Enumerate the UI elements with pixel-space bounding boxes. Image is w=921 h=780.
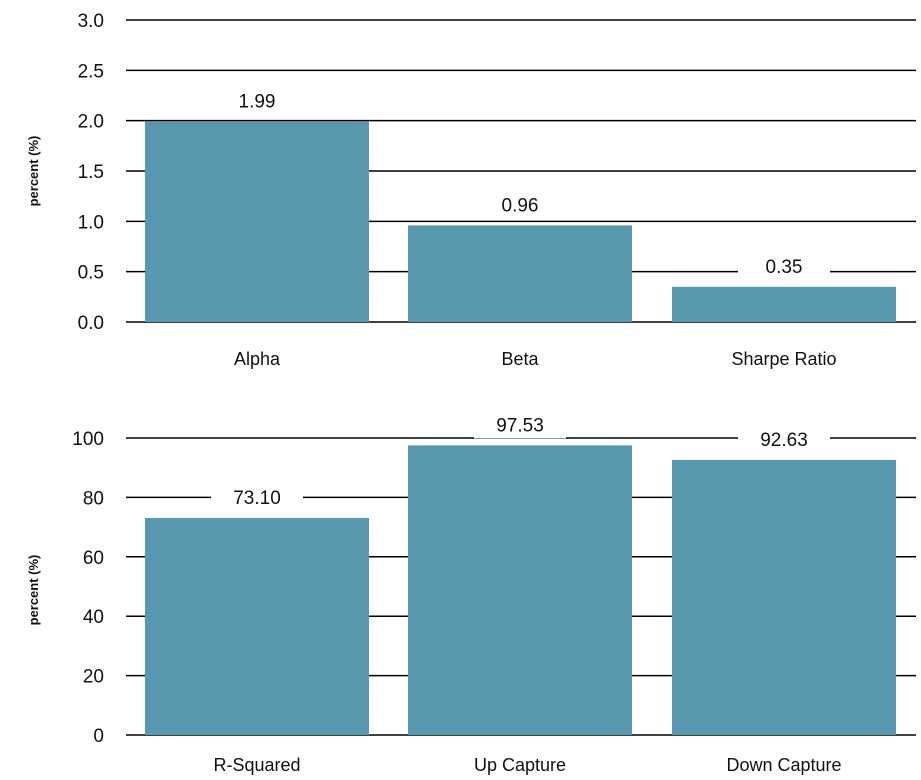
data-label-background xyxy=(211,88,303,115)
data-label: 1.99 xyxy=(239,92,276,113)
x-category-label: Alpha xyxy=(234,349,281,369)
y-tick-label: 3.0 xyxy=(78,11,104,32)
y-tick-label: 0 xyxy=(93,726,104,747)
x-category-label: R-Squared xyxy=(213,755,300,775)
y-tick-label: 2.0 xyxy=(78,112,104,133)
x-category-label: Beta xyxy=(501,349,539,369)
data-label: 0.35 xyxy=(766,257,803,278)
y-tick-label: 1.5 xyxy=(78,162,104,183)
data-label: 97.53 xyxy=(496,415,544,436)
bar xyxy=(672,286,896,322)
y-axis-title: percent (%) xyxy=(26,555,41,626)
y-axis-title: percent (%) xyxy=(26,136,41,207)
y-tick-label: 0.5 xyxy=(78,263,104,284)
bar xyxy=(408,225,632,322)
y-tick-label: 20 xyxy=(83,667,104,688)
y-tick-label: 2.5 xyxy=(78,61,104,82)
data-label: 0.96 xyxy=(502,195,539,216)
data-label: 92.63 xyxy=(760,430,808,451)
data-label-background xyxy=(738,426,830,453)
y-tick-label: 80 xyxy=(83,488,104,509)
bar xyxy=(672,459,896,735)
data-label-background xyxy=(474,192,566,219)
data-label-background xyxy=(474,412,566,439)
y-tick-label: 40 xyxy=(83,607,104,628)
y-tick-label: 0.0 xyxy=(78,313,104,334)
x-category-label: Up Capture xyxy=(474,755,566,775)
x-category-label: Down Capture xyxy=(726,755,841,775)
data-label-background xyxy=(211,484,303,511)
bar xyxy=(408,445,632,735)
data-label-background xyxy=(738,253,830,280)
data-label: 73.10 xyxy=(233,488,281,509)
y-tick-label: 100 xyxy=(72,429,104,450)
y-tick-label: 60 xyxy=(83,548,104,569)
bar xyxy=(145,121,369,322)
y-tick-label: 1.0 xyxy=(78,212,104,233)
x-category-label: Sharpe Ratio xyxy=(731,349,836,369)
bar xyxy=(145,517,369,735)
